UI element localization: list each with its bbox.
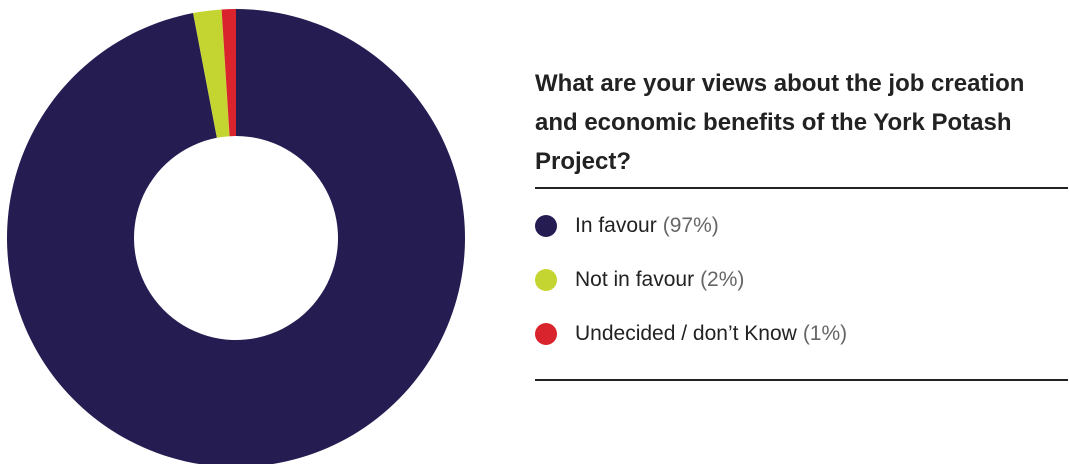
legend-swatch — [535, 215, 557, 237]
donut-slice — [221, 9, 236, 137]
legend-value: (1%) — [803, 322, 847, 345]
legend-entry: In favour (97%) — [575, 214, 719, 237]
legend-swatch — [535, 323, 557, 345]
legend-swatch — [535, 269, 557, 291]
legend-name: In favour — [575, 214, 657, 237]
donut-slice — [193, 9, 230, 138]
legend-value: (97%) — [663, 214, 719, 237]
legend-name: Undecided / don’t Know — [575, 322, 798, 345]
legend-value: (2%) — [700, 268, 744, 291]
donut-slice — [7, 9, 465, 464]
legend-name: Not in favour — [575, 268, 694, 291]
legend-entry: Not in favour (2%) — [575, 268, 744, 291]
legend-entry: Undecided / don’t Know (1%) — [575, 322, 847, 345]
chart-title: What are your views about the job creati… — [535, 70, 1025, 175]
